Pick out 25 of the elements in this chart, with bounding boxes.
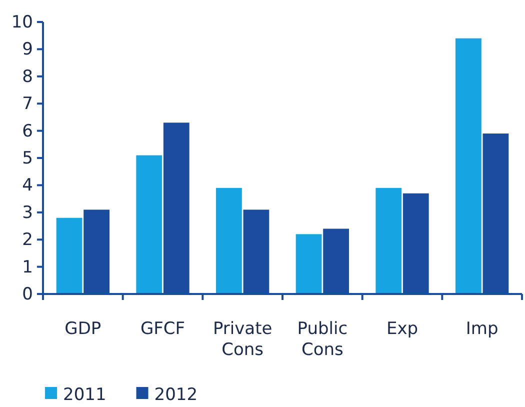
bar	[456, 38, 482, 294]
x-tick-label: Public Cons	[297, 319, 348, 360]
bar	[216, 188, 242, 294]
legend-label: 2011	[63, 385, 106, 405]
y-tick-label: 9	[22, 40, 33, 60]
y-tick-label: 4	[22, 176, 33, 196]
y-tick-label: 6	[22, 121, 33, 142]
bar	[296, 234, 322, 294]
y-tick-label: 10	[11, 12, 33, 32]
bar	[136, 155, 162, 294]
y-tick-label: 2	[22, 230, 33, 250]
y-tick-label: 3	[22, 202, 33, 223]
y-tick-label: 5	[22, 148, 33, 168]
y-tick-label: 8	[22, 66, 33, 87]
x-tick-label: Private Cons	[212, 319, 272, 360]
y-tick-label: 1	[22, 257, 33, 278]
x-tick-label: Exp	[386, 319, 418, 339]
bar	[376, 188, 402, 294]
x-tick-label: Imp	[466, 319, 498, 339]
legend-label: 2012	[154, 385, 198, 405]
bar	[56, 218, 82, 294]
y-tick-label: 7	[22, 94, 33, 114]
x-tick-label: GDP	[64, 319, 102, 339]
y-tick-label: 0	[22, 284, 33, 304]
x-tick-label: GFCF	[140, 319, 186, 339]
